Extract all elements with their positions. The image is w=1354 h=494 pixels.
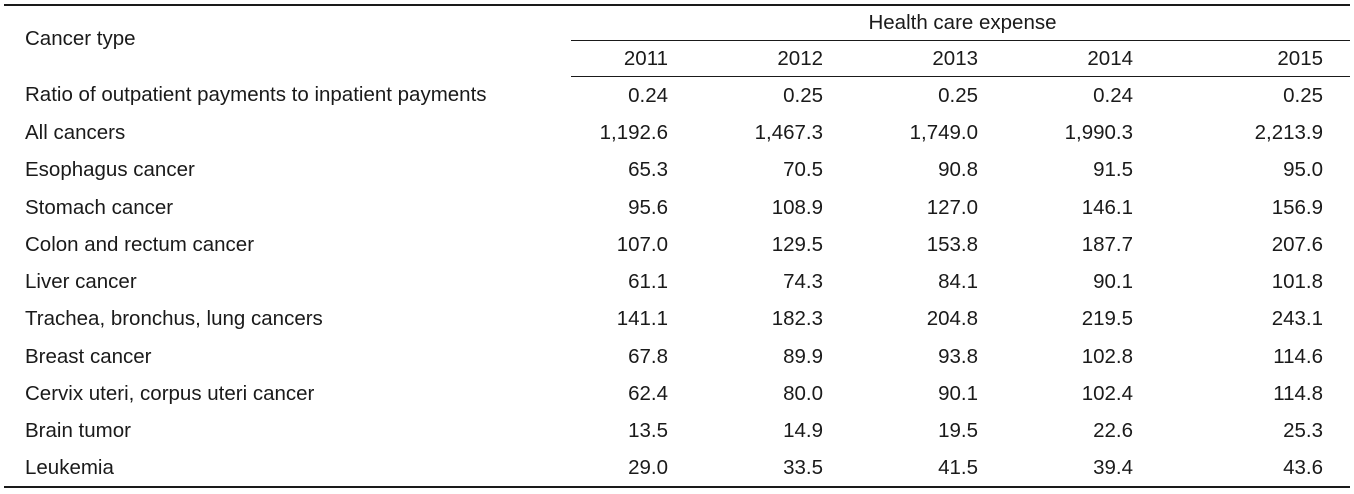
table-row: Ratio of outpatient payments to inpatien… (4, 77, 1350, 115)
table-row: Colon and rectum cancer 107.0 129.5 153.… (4, 226, 1350, 263)
cell-2012: 89.9 (783, 344, 823, 368)
year-header-2014: 2014 (1036, 40, 1191, 77)
table-row: Leukemia 29.0 33.5 41.5 39.4 43.6 (4, 449, 1350, 488)
cell-2011: 1,192.6 (599, 120, 668, 144)
cell-2011: 0.24 (628, 83, 668, 107)
row-label: Brain tumor (25, 419, 131, 443)
cell-2015: 95.0 (1283, 158, 1323, 182)
cell-2013: 204.8 (926, 307, 978, 331)
row-label: Ratio of outpatient payments to inpatien… (25, 83, 487, 107)
health-care-expense-table-wrapper: Cancer type Health care expense 2011 201… (4, 4, 1350, 488)
cell-2012: 0.25 (783, 83, 823, 107)
cell-2014: 146.1 (1081, 195, 1133, 219)
cell-2011: 62.4 (628, 382, 668, 406)
cell-2012: 108.9 (771, 195, 823, 219)
year-header-2013: 2013 (881, 40, 1036, 77)
cell-2013: 93.8 (938, 344, 978, 368)
cell-2015: 101.8 (1271, 270, 1323, 294)
cell-2014: 91.5 (1093, 158, 1133, 182)
cell-2012: 33.5 (726, 449, 881, 488)
cell-2015: 207.6 (1271, 232, 1323, 256)
cell-2014: 22.6 (1093, 419, 1133, 443)
row-label: Breast cancer (25, 344, 152, 368)
cell-2015: 2,213.9 (1254, 120, 1323, 144)
cell-2015: 114.8 (1273, 382, 1323, 406)
cell-2013: 90.8 (938, 158, 978, 182)
cell-2012: 1,467.3 (754, 120, 823, 144)
table-row: Esophagus cancer 65.3 70.5 90.8 91.5 95.… (4, 152, 1350, 189)
row-label: Leukemia (4, 449, 571, 488)
cell-2011: 61.1 (628, 270, 668, 294)
health-care-expense-header: Health care expense (571, 4, 1350, 41)
cell-2013: 19.5 (938, 419, 978, 443)
cell-2014: 187.7 (1081, 232, 1133, 256)
row-label: Liver cancer (25, 270, 137, 294)
year-header-2015: 2015 (1191, 40, 1350, 77)
cell-2015: 43.6 (1191, 449, 1350, 488)
cell-2015: 243.1 (1271, 307, 1323, 331)
cell-2014: 102.4 (1081, 382, 1133, 406)
health-care-expense-table: Cancer type Health care expense 2011 201… (4, 4, 1350, 488)
cell-2011: 29.0 (571, 449, 726, 488)
cell-2015: 0.25 (1283, 83, 1323, 107)
cell-2015: 156.9 (1271, 195, 1323, 219)
row-label: Stomach cancer (25, 195, 174, 219)
table-row: Trachea, bronchus, lung cancers 141.1 18… (4, 301, 1350, 338)
cell-2012: 80.0 (783, 382, 823, 406)
cell-2014: 102.8 (1081, 344, 1133, 368)
cell-2014: 90.1 (1093, 270, 1133, 294)
row-label: Colon and rectum cancer (25, 232, 255, 256)
table-row: All cancers 1,192.6 1,467.3 1,749.0 1,99… (4, 114, 1350, 151)
cell-2013: 90.1 (938, 382, 978, 406)
cell-2012: 129.5 (771, 232, 823, 256)
cell-2013: 127.0 (926, 195, 978, 219)
cell-2014: 0.24 (1093, 83, 1133, 107)
cell-2013: 1,749.0 (909, 120, 978, 144)
cell-2011: 67.8 (628, 344, 668, 368)
table-row: Stomach cancer 95.6 108.9 127.0 146.1 15… (4, 189, 1350, 226)
cell-2012: 74.3 (783, 270, 823, 294)
cell-2012: 182.3 (771, 307, 823, 331)
cell-2013: 84.1 (938, 270, 978, 294)
cell-2011: 107.0 (616, 232, 668, 256)
cell-2014: 219.5 (1081, 307, 1133, 331)
cell-2015: 114.6 (1273, 344, 1323, 368)
table-body: Ratio of outpatient payments to inpatien… (4, 77, 1350, 488)
year-header-2011: 2011 (571, 40, 726, 77)
cell-2011: 95.6 (628, 195, 668, 219)
cell-2013: 0.25 (938, 83, 978, 107)
cell-2012: 70.5 (783, 158, 823, 182)
cancer-type-header: Cancer type (4, 4, 571, 77)
cell-2014: 39.4 (1036, 449, 1191, 488)
table-row: Breast cancer 67.8 89.9 93.8 102.8 114.6 (4, 338, 1350, 375)
cell-2011: 65.3 (628, 158, 668, 182)
header-group-row: Cancer type Health care expense (4, 4, 1350, 77)
row-label: Cervix uteri, corpus uteri cancer (25, 382, 315, 406)
cell-2011: 141.1 (616, 307, 668, 331)
row-label: Esophagus cancer (25, 158, 195, 182)
cell-2013: 153.8 (926, 232, 978, 256)
table-row: Brain tumor 13.5 14.9 19.5 22.6 25.3 (4, 413, 1350, 450)
row-label: All cancers (25, 120, 126, 144)
cell-2011: 13.5 (628, 419, 668, 443)
cell-2014: 1,990.3 (1064, 120, 1133, 144)
year-header-2012: 2012 (726, 40, 881, 77)
table-row: Cervix uteri, corpus uteri cancer 62.4 8… (4, 375, 1350, 412)
health-care-expense-label: Health care expense (868, 11, 1057, 34)
cell-2013: 41.5 (881, 449, 1036, 488)
table-header: Cancer type Health care expense 2011 201… (4, 4, 1350, 77)
cell-2012: 14.9 (783, 419, 823, 443)
row-label: Trachea, bronchus, lung cancers (25, 307, 323, 331)
table-row: Liver cancer 61.1 74.3 84.1 90.1 101.8 (4, 263, 1350, 300)
cell-2015: 25.3 (1283, 419, 1323, 443)
header-year-row: 2011 2012 2013 2014 2015 (4, 40, 1350, 77)
